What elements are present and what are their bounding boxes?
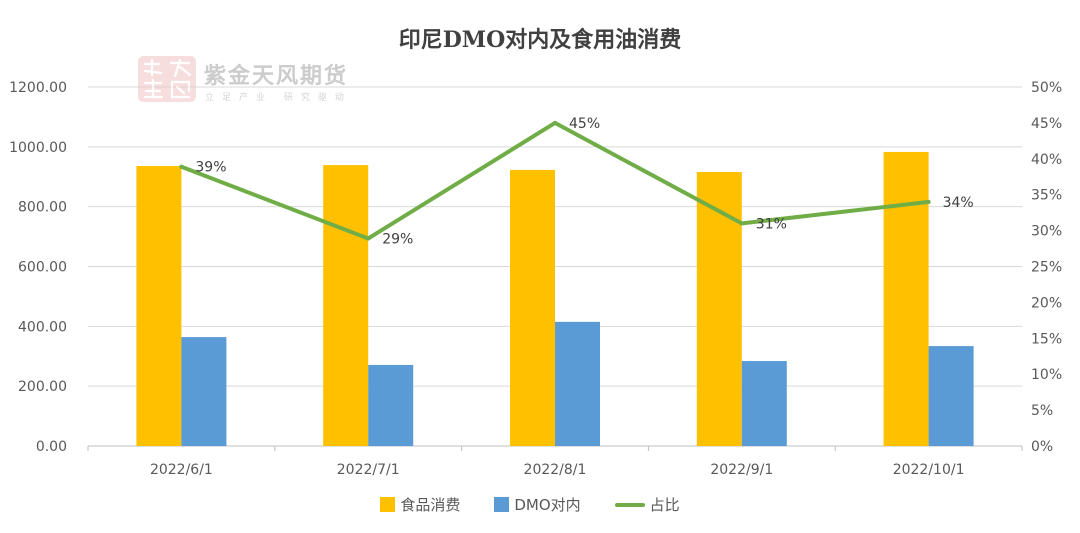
dmo-domestic-bar [741,361,787,446]
x-tick-label: 2022/9/1 [710,462,773,478]
legend-item-food-consumption: 食品消费 [380,494,460,515]
y-right-tick-label: 0% [1031,439,1053,455]
legend-item-dmo-domestic: DMO对内 [494,494,581,515]
watermark-slogan: 立足产业 研究驱动 [205,93,352,103]
share-data-label: 45% [569,116,600,132]
y-right-tick-label: 25% [1031,260,1062,276]
y-right-tick-label: 30% [1031,224,1062,240]
y-right-tick-label: 5% [1031,403,1053,419]
chart-title: 印尼DMO对内及食用油消费 [398,27,682,53]
y-right-tick-label: 40% [1031,152,1062,168]
share-data-label: 34% [943,195,974,211]
y-right-tick-label: 50% [1031,80,1062,96]
dmo-domestic-bar [368,364,414,446]
x-tick-label: 2022/10/1 [893,462,965,478]
share-line-point [366,236,371,241]
y-left-tick-label: 800.00 [18,200,67,216]
y-left-tick-label: 1200.00 [9,80,67,96]
legend-label-food-consumption: 食品消费 [400,496,461,514]
share-line-point [739,221,744,226]
legend-item-share: 占比 [614,494,680,515]
x-tick-label: 2022/6/1 [150,462,213,478]
food-consumption-bar [883,151,929,446]
food-consumption-bar [323,165,369,446]
y-left-tick-label: 400.00 [18,319,67,335]
dmo-domestic-bar [555,321,600,446]
seal-glyph-strokes [143,58,192,99]
y-left-tick-label: 0.00 [36,439,67,455]
share-line-point [553,120,557,125]
food-consumption-bar [510,169,555,446]
share-line-point [179,164,184,169]
legend-swatch-food-consumption [380,497,396,512]
y-right-tick-label: 20% [1031,295,1062,311]
y-left-tick-label: 200.00 [18,379,67,395]
share-line-point [926,199,931,204]
y-left-tick-label: 600.00 [18,260,67,276]
dmo-domestic-bar [928,346,974,446]
x-tick-label: 2022/8/1 [524,462,587,478]
watermark-seal-logo [138,56,196,102]
watermark-brand: 紫金天风期货 [204,64,349,89]
share-data-label: 29% [382,231,413,247]
legend-label-share: 占比 [649,496,680,514]
y-right-tick-label: 15% [1031,331,1062,347]
y-right-tick-label: 45% [1031,116,1062,132]
share-data-label: 39% [195,160,226,176]
chart-legend: 食品消费 DMO对内 占比 [0,494,1080,515]
legend-swatch-share [614,502,645,507]
food-consumption-bar [136,165,182,447]
y-right-tick-label: 35% [1031,188,1062,204]
legend-swatch-dmo-domestic [494,497,510,512]
x-tick-label: 2022/7/1 [337,462,400,478]
y-right-tick-label: 10% [1031,367,1062,383]
share-data-label: 31% [756,216,787,232]
y-left-tick-label: 1000.00 [9,140,67,156]
dmo-domestic-bar [181,337,227,446]
legend-label-dmo-domestic: DMO对内 [514,496,581,514]
